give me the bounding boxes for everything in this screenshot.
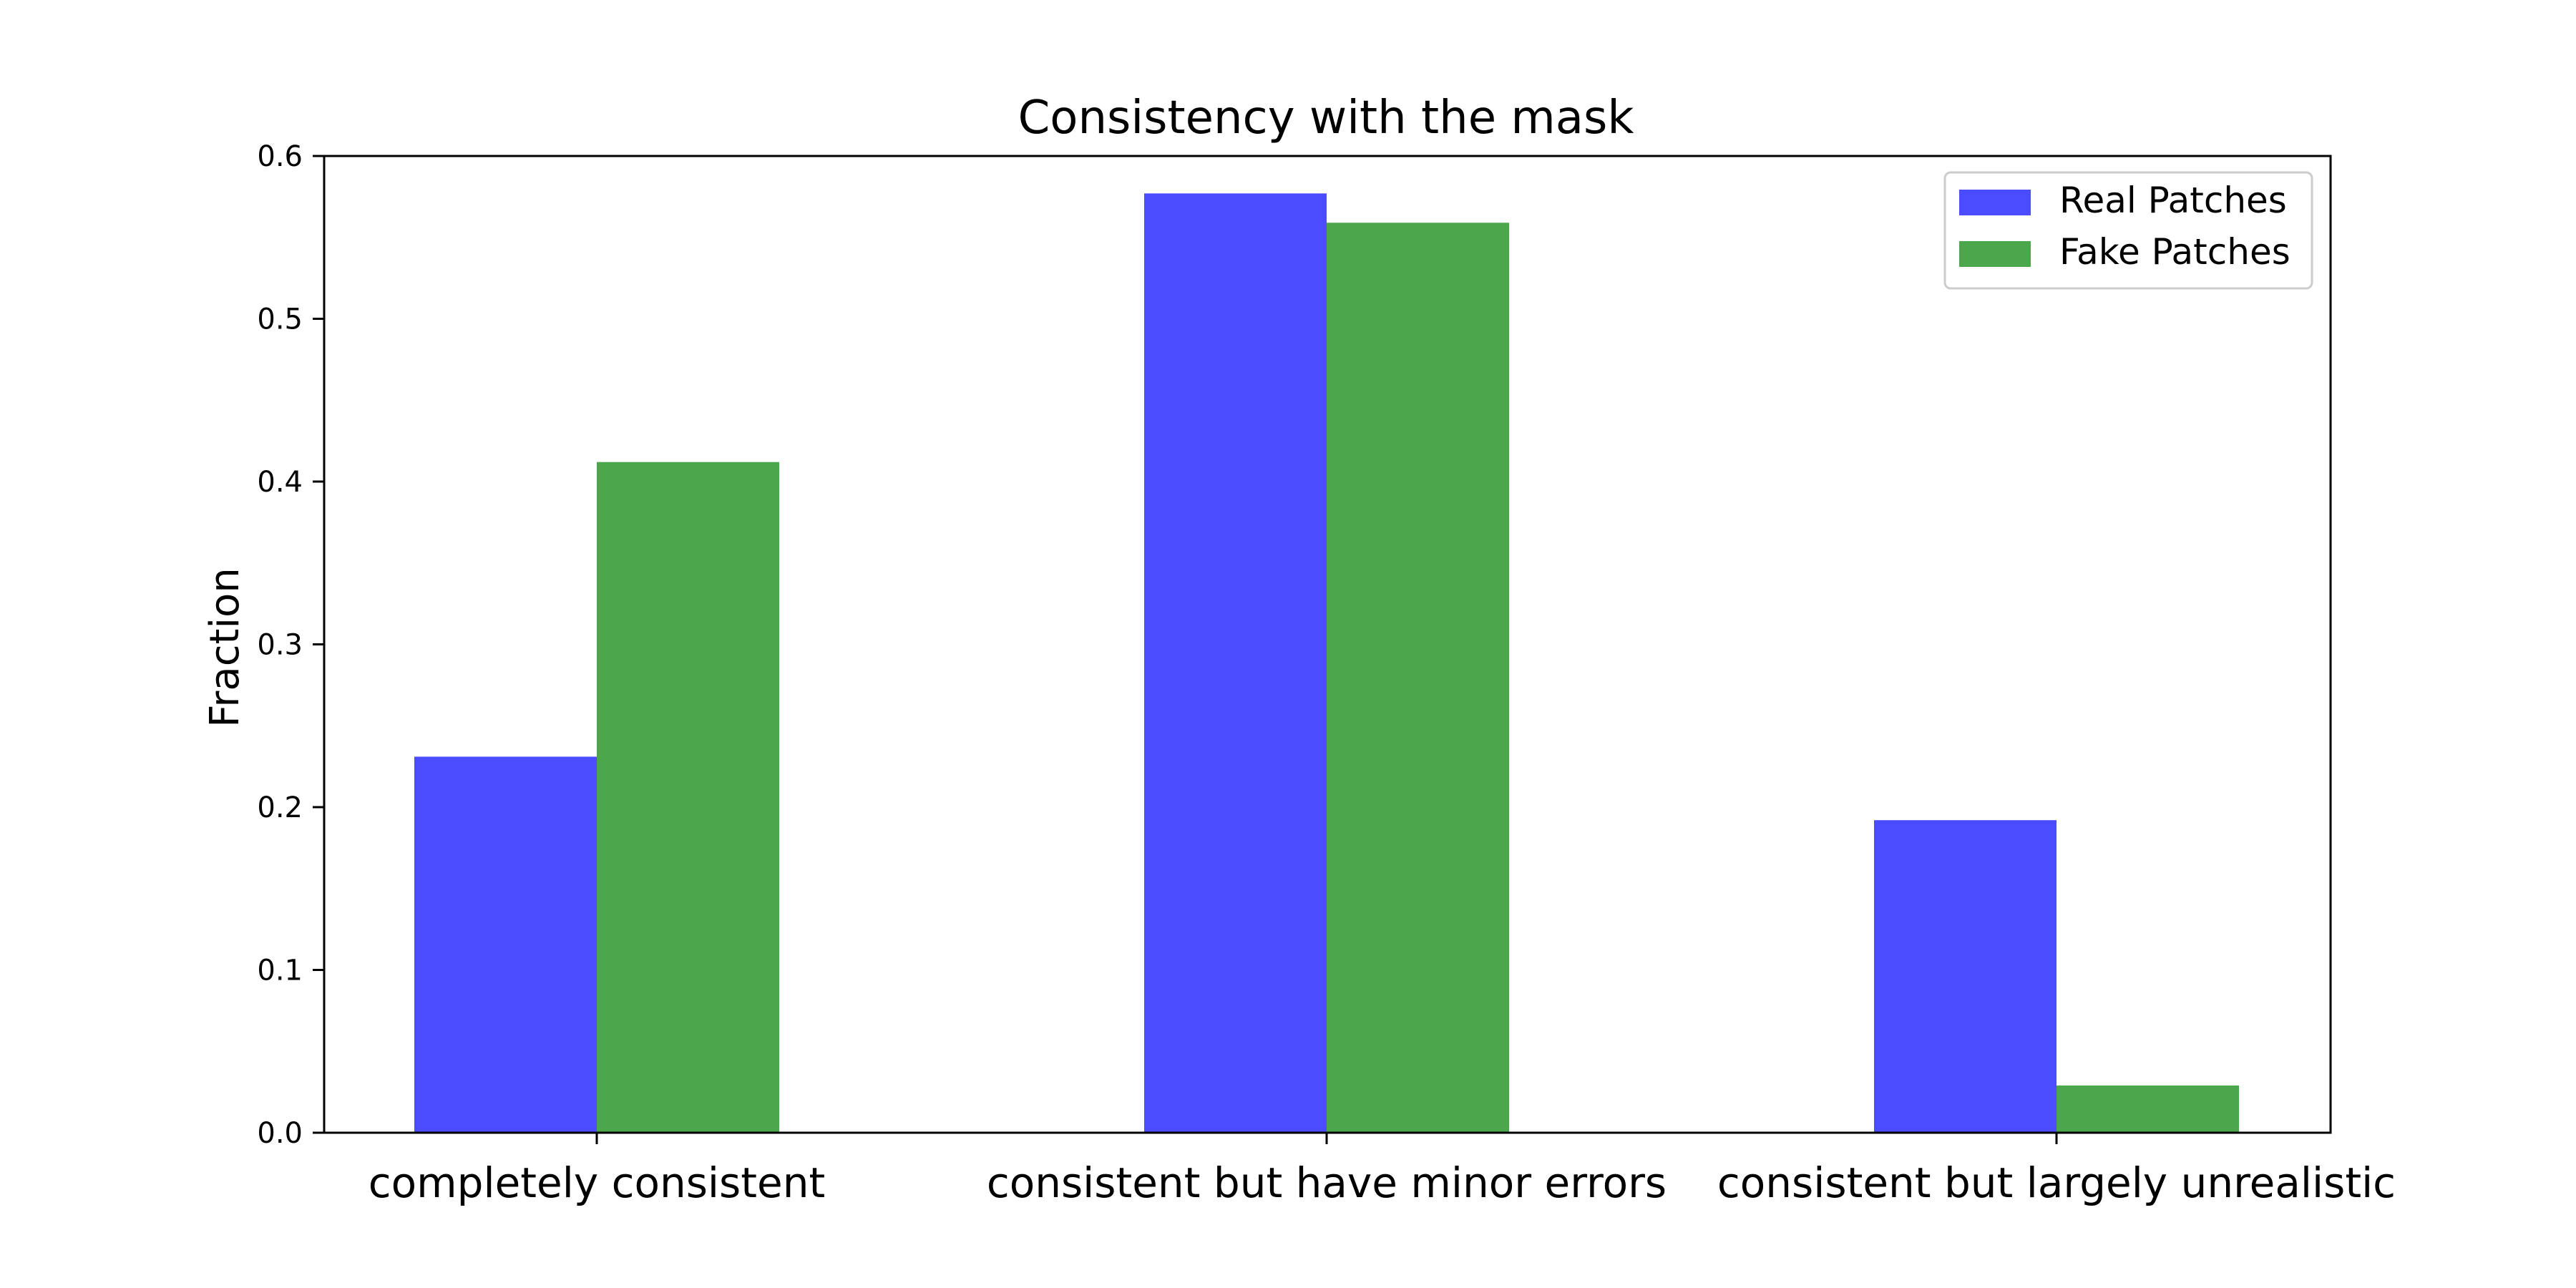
legend-box bbox=[1943, 171, 2313, 290]
legend-swatch bbox=[1959, 190, 2031, 215]
bar-real-2 bbox=[1874, 820, 2057, 1133]
plot-frame bbox=[323, 155, 2332, 1134]
legend-swatch bbox=[1959, 241, 2031, 267]
x-ticks: completely consistent consistent but have… bbox=[369, 1133, 2396, 1207]
x-tick-label: consistent but largely unrealistic bbox=[1717, 1158, 2396, 1207]
y-tick-label: 0.6 bbox=[257, 140, 303, 173]
legend: Real Patches Fake Patches bbox=[1943, 171, 2313, 290]
y-axis-label: Fraction bbox=[202, 567, 248, 728]
legend-label: Fake Patches bbox=[2059, 231, 2290, 273]
bars-layer bbox=[414, 193, 2239, 1133]
bar-fake-0 bbox=[597, 462, 779, 1133]
bar-fake-2 bbox=[2057, 1085, 2239, 1133]
legend-label: Real Patches bbox=[2059, 180, 2287, 221]
x-tick-label: completely consistent bbox=[369, 1158, 825, 1207]
chart-title: Consistency with the mask bbox=[1018, 92, 1634, 145]
bar-fake-1 bbox=[1327, 223, 1509, 1133]
x-tick-label: consistent but have minor errors bbox=[987, 1158, 1667, 1207]
y-tick-label: 0.3 bbox=[257, 629, 303, 662]
y-ticks: 0.0 0.1 0.2 0.3 0.4 0.5 0.6 bbox=[257, 140, 324, 1150]
y-tick-label: 0.2 bbox=[257, 791, 303, 824]
bar-real-0 bbox=[414, 756, 597, 1133]
bar-real-1 bbox=[1144, 193, 1327, 1133]
y-tick-label: 0.1 bbox=[257, 955, 303, 987]
y-tick-label: 0.4 bbox=[257, 466, 303, 499]
y-tick-label: 0.5 bbox=[257, 303, 303, 336]
y-tick-label: 0.0 bbox=[257, 1117, 303, 1150]
